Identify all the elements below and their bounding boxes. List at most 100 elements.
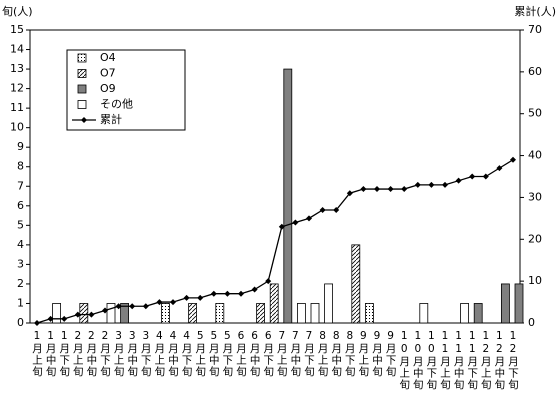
y-tick-label: 7 [17, 179, 24, 192]
y-tick-label: 14 [10, 43, 24, 56]
y2-tick-label: 20 [528, 232, 542, 245]
y-tick-label: 12 [10, 82, 24, 95]
bar [419, 303, 429, 324]
legend-label: O9 [100, 82, 116, 95]
bar [324, 283, 334, 324]
y-axis-label: 旬(人) [2, 5, 33, 18]
line-marker [428, 181, 435, 188]
y-tick-label: 6 [17, 199, 24, 212]
x-tick-label: 2月上旬 [72, 330, 84, 378]
x-tick-label: 2月下旬 [99, 330, 111, 378]
line-marker [401, 186, 408, 193]
bar [500, 283, 510, 324]
y-tick-label: 9 [17, 140, 24, 153]
x-tick-label: 3月上旬 [113, 330, 125, 378]
y2-tick-label: 30 [528, 190, 542, 203]
line-marker [224, 290, 231, 297]
y2-tick-label: 70 [528, 23, 542, 36]
x-tick-label: 1月上旬 [31, 330, 43, 378]
x-tick-label: 10月上旬 [398, 330, 410, 391]
line-marker [34, 320, 40, 326]
x-tick-label: 1月中旬 [45, 330, 57, 378]
y2-tick-label: 0 [528, 316, 535, 329]
legend-label: その他 [100, 98, 133, 111]
line-marker [129, 303, 136, 310]
y2-tick-label: 10 [528, 274, 542, 287]
y2-tick-label: 40 [528, 149, 542, 162]
y-tick-label: 15 [10, 23, 24, 36]
line-marker [74, 311, 81, 318]
x-tick-label: 6月中旬 [249, 330, 261, 378]
x-tick-label: 5月上旬 [194, 330, 206, 378]
line-marker [469, 173, 476, 180]
legend-swatch [77, 69, 87, 78]
y-tick-label: 10 [10, 121, 24, 134]
line-marker [183, 294, 190, 301]
legend-swatch [77, 53, 87, 63]
y-tick-label: 1 [17, 296, 24, 309]
line-marker [210, 290, 217, 297]
x-tick-label: 10月中旬 [412, 330, 424, 391]
line-marker [346, 190, 353, 197]
bar [473, 303, 483, 324]
x-tick-label: 4月上旬 [153, 330, 165, 378]
line-marker [319, 206, 326, 213]
line-marker [238, 290, 244, 297]
x-tick-label: 8月上旬 [317, 330, 329, 378]
x-tick-label: 3月中旬 [126, 330, 138, 378]
legend-label: O4 [100, 51, 116, 64]
x-tick-label: 1月下旬 [58, 330, 70, 378]
line-marker [278, 223, 285, 230]
legend-swatch [77, 100, 87, 109]
x-tick-label: 8月中旬 [330, 330, 342, 378]
bar [256, 303, 266, 324]
bar [310, 303, 320, 324]
y2-tick-label: 50 [528, 107, 542, 120]
bar [79, 303, 89, 324]
y2-tick-label: 60 [528, 65, 542, 78]
line-marker [482, 173, 489, 180]
line-marker [306, 215, 312, 222]
line-marker [61, 315, 68, 322]
x-tick-label: 5月下旬 [221, 330, 233, 378]
line-marker [442, 181, 448, 188]
bar [283, 68, 293, 324]
y-tick-label: 4 [17, 238, 24, 251]
line-marker [387, 186, 394, 193]
line-marker [47, 315, 54, 322]
line-marker [455, 177, 462, 184]
x-tick-label: 12月中旬 [493, 330, 505, 391]
x-tick-label: 12月上旬 [480, 330, 492, 391]
line-marker [414, 181, 421, 188]
x-tick-label: 3月下旬 [140, 330, 152, 378]
x-tick-label: 7月下旬 [303, 330, 315, 378]
line-marker [197, 294, 204, 301]
bar [269, 283, 279, 324]
line-marker [496, 165, 503, 172]
y-tick-label: 3 [17, 257, 24, 270]
line-marker [360, 186, 367, 193]
line-marker [251, 286, 258, 293]
bar [351, 244, 361, 324]
x-tick-label: 6月上旬 [235, 330, 247, 378]
y-tick-label: 11 [10, 101, 24, 114]
x-tick-label: 11月上旬 [439, 330, 451, 391]
legend-label: O7 [100, 67, 116, 80]
y-tick-label: 13 [10, 62, 24, 75]
x-tick-label: 4月下旬 [181, 330, 193, 378]
line-marker [265, 278, 272, 285]
line-marker [374, 186, 380, 193]
y-tick-label: 2 [17, 277, 24, 290]
bar [215, 303, 225, 324]
y-tick-label: 0 [17, 316, 24, 329]
x-tick-label: 6月下旬 [262, 330, 274, 378]
bar [364, 303, 374, 324]
bar [296, 303, 306, 324]
bar [106, 303, 116, 324]
bar [188, 303, 198, 324]
line-marker [142, 303, 149, 310]
x-tick-label: 7月上旬 [276, 330, 288, 378]
line-marker [333, 206, 340, 213]
